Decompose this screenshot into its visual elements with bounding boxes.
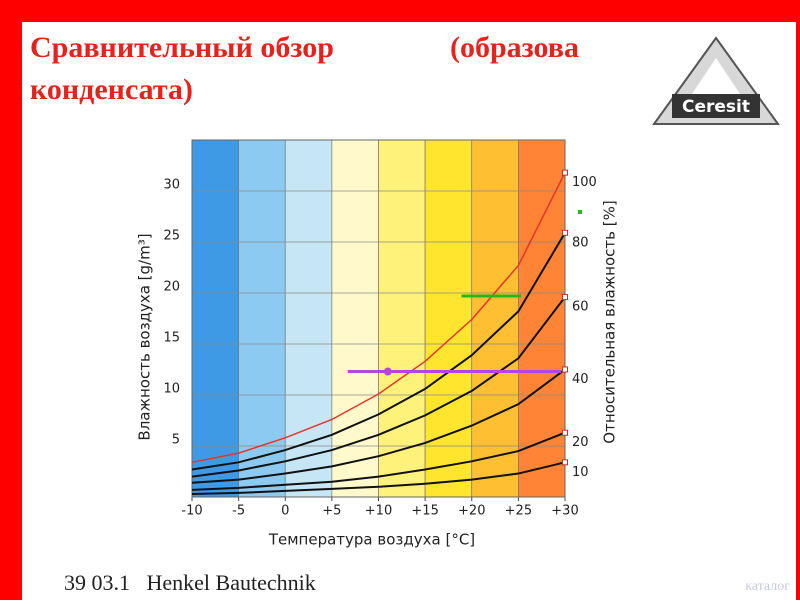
end-marker — [562, 229, 568, 236]
y-tick-label: 10 — [163, 382, 180, 397]
plot: 5 10 15 20 25 30 -10 -5 0 +5 +10 +15 +20 +25 +30 Темпер… — [136, 139, 619, 549]
band — [191, 139, 239, 498]
x-tick-label: +15 — [411, 504, 438, 519]
series-label: 20 — [572, 435, 589, 450]
band — [518, 139, 566, 498]
humidity-curve — [191, 296, 566, 478]
end-marker — [562, 459, 568, 466]
humidity-curve — [191, 232, 566, 471]
series-label: 100 — [572, 175, 597, 190]
title: (образова — [450, 31, 579, 64]
y-tick-label: 25 — [163, 229, 180, 244]
x-tick-label: -5 — [232, 504, 245, 519]
y-tick-label: 15 — [163, 331, 180, 346]
humidity-curve — [191, 172, 566, 464]
title: конденсата) — [30, 73, 193, 106]
y-tick-label: 20 — [163, 280, 180, 295]
x-tick-label: +20 — [458, 504, 485, 519]
x-tick-label: +25 — [505, 504, 532, 519]
logo-text: Ceresit — [682, 97, 750, 117]
catalog-link[interactable]: каталог — [745, 579, 790, 594]
y-tick-label: 30 — [163, 178, 180, 193]
y2-axis-title: Относительная влажность [%] — [601, 200, 619, 443]
end-marker — [562, 429, 568, 436]
band — [238, 139, 286, 498]
humidity-curve — [191, 461, 566, 495]
x-tick-label: 0 — [281, 504, 289, 519]
series-label: 60 — [572, 300, 589, 315]
y-tick-label: 5 — [172, 433, 180, 448]
top-bar — [0, 0, 800, 22]
humidity-curve — [191, 368, 566, 484]
title: Сравнительный обзор — [30, 31, 334, 64]
band — [424, 139, 473, 498]
series-label: 80 — [572, 235, 589, 250]
x-tick-label: +10 — [365, 504, 392, 519]
right-bar — [796, 0, 800, 600]
series-label: 10 — [572, 465, 589, 480]
plot-frame — [191, 139, 566, 498]
x-axis-title: Температура воздуха [°C] — [268, 531, 475, 549]
green-dot — [578, 210, 582, 214]
end-marker — [562, 294, 568, 301]
end-marker — [562, 366, 568, 373]
logo: Ceresit — [652, 36, 780, 125]
x-tick-label: +30 — [551, 504, 578, 519]
highlight-point — [383, 367, 392, 376]
humidity-curve — [191, 431, 566, 491]
x-tick-label: -10 — [181, 504, 202, 519]
band — [378, 139, 426, 498]
series-label: 40 — [572, 372, 589, 387]
left-bar — [0, 0, 22, 600]
end-marker — [562, 169, 568, 176]
x-tick-label: +5 — [322, 504, 341, 519]
footer: 39 03.1 Henkel Bautechnik — [64, 570, 316, 595]
y-axis-title: Влажность воздуха [g/m³] — [136, 233, 154, 440]
